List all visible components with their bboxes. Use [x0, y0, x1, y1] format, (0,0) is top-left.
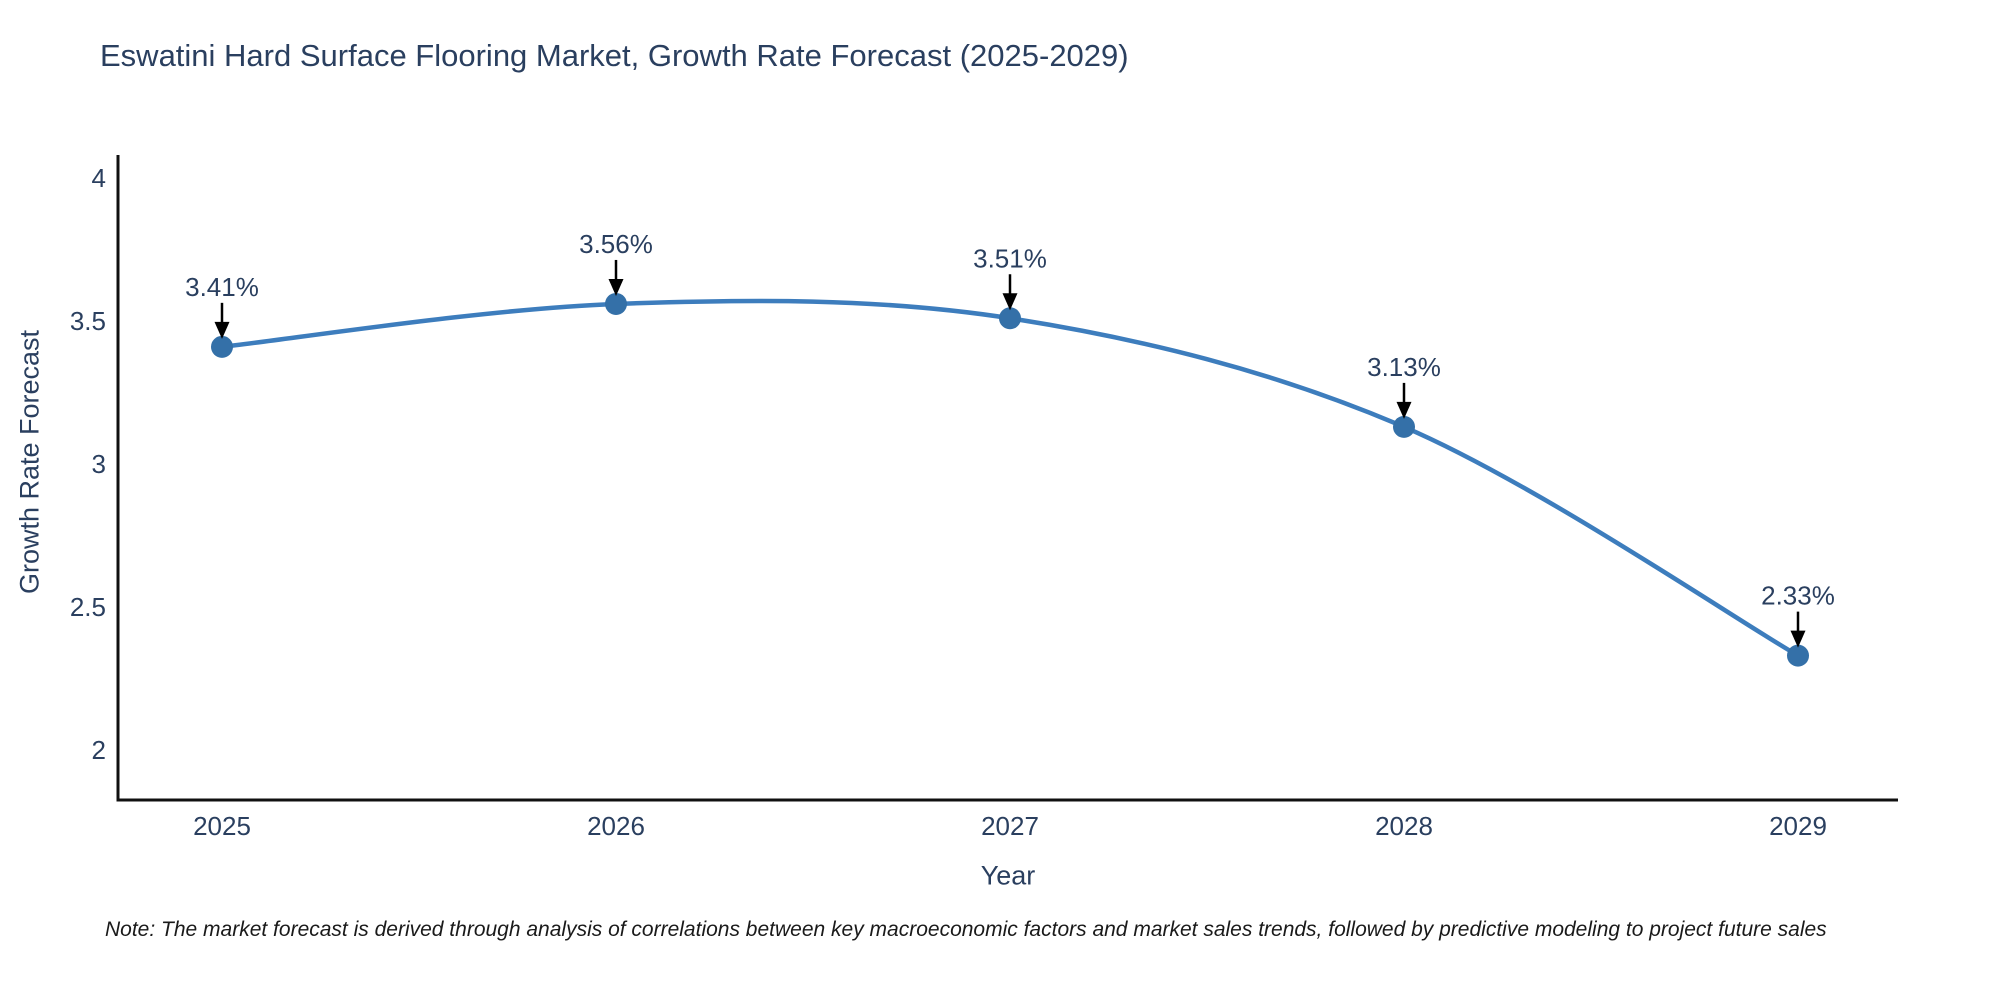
chart-title: Eswatini Hard Surface Flooring Market, G…: [100, 38, 1129, 73]
x-tick-label: 2027: [981, 811, 1039, 841]
annotation-arrow-head: [1396, 401, 1412, 419]
forecast-curve: [221, 298, 1800, 658]
x-axis-title: Year: [980, 860, 1036, 891]
annotation-arrow-head: [214, 321, 230, 339]
y-tick-label: 2.5: [70, 592, 106, 622]
annotation-label: 3.51%: [973, 243, 1047, 273]
annotation-arrow-head: [1790, 630, 1806, 648]
y-tick-label: 3.5: [70, 306, 106, 336]
data-point-marker: [605, 292, 627, 315]
annotation-label: 3.56%: [579, 229, 653, 259]
footnote: Note: The market forecast is derived thr…: [105, 918, 1827, 941]
x-tick-label: 2029: [1769, 811, 1827, 841]
data-point-marker: [999, 307, 1021, 330]
annotation-label: 2.33%: [1761, 581, 1835, 611]
y-tick-label: 3: [92, 449, 106, 479]
x-tick-label: 2028: [1375, 811, 1433, 841]
annotation-label: 3.13%: [1367, 352, 1441, 382]
data-point-marker: [1393, 415, 1415, 438]
data-point-marker: [211, 335, 233, 358]
y-tick-label: 4: [92, 163, 106, 193]
x-tick-label: 2026: [587, 811, 645, 841]
x-tick-label: 2025: [193, 811, 251, 841]
annotation-arrow-head: [608, 278, 624, 296]
annotation-label: 3.41%: [185, 272, 259, 302]
y-tick-label: 2: [92, 735, 106, 765]
data-point-marker: [1787, 644, 1809, 667]
annotation-arrow-head: [1002, 293, 1018, 311]
